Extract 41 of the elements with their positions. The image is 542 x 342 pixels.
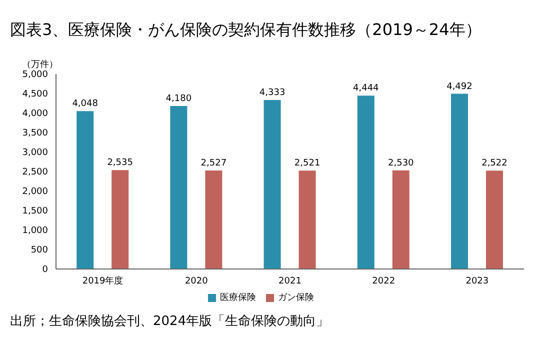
- bar: [298, 170, 316, 269]
- y-tick-label: 4,500: [22, 90, 48, 100]
- x-tick-label: 2020: [184, 276, 208, 286]
- data-label: 2,522: [482, 158, 508, 169]
- data-label: 4,180: [166, 94, 192, 104]
- y-tick-label: 1,500: [22, 206, 48, 217]
- bar: [112, 170, 129, 269]
- y-tick-label: 4,000: [22, 109, 48, 120]
- legend-label: ガン保険: [278, 293, 314, 303]
- chart-title: 図表3、医療保険・がん保険の契約保有件数推移（2019～24年）: [10, 20, 482, 41]
- x-tick-label: 2023: [466, 276, 489, 286]
- y-tick-label: 1,000: [22, 226, 48, 236]
- data-label: 2,530: [388, 158, 414, 168]
- bar: [392, 170, 410, 269]
- bar: [450, 94, 468, 269]
- y-tick-label: 0: [42, 265, 48, 276]
- y-tick-label: 500: [30, 246, 48, 256]
- y-tick-label: 5,000: [22, 70, 48, 80]
- data-label: 4,444: [353, 84, 380, 94]
- data-label: 4,492: [446, 82, 472, 92]
- bar: [264, 100, 281, 269]
- bar: [357, 96, 374, 269]
- y-axis-title: （万件）: [22, 58, 58, 70]
- y-tick-label: 2,000: [22, 187, 48, 198]
- legend-label: 医療保険: [220, 293, 256, 303]
- y-tick-label: 3,500: [22, 128, 48, 139]
- data-label: 2,535: [107, 158, 133, 168]
- x-tick-label: 2019年度: [82, 275, 124, 286]
- data-label: 2,521: [294, 158, 320, 169]
- bar: [170, 106, 188, 269]
- data-label: 4,333: [259, 88, 286, 98]
- bar: [205, 170, 222, 269]
- bar: [76, 111, 94, 269]
- x-tick-label: 2021: [278, 276, 302, 286]
- data-label: 2,527: [200, 158, 227, 168]
- x-tick-label: 2022: [372, 276, 396, 286]
- y-tick-label: 3,000: [22, 148, 48, 158]
- text: 出所；生命保険協会刊、2024年版「生命保険の動向」: [10, 313, 330, 330]
- data-label: 4,048: [72, 99, 98, 110]
- y-tick-label: 2,500: [22, 168, 48, 178]
- bar: [486, 170, 503, 269]
